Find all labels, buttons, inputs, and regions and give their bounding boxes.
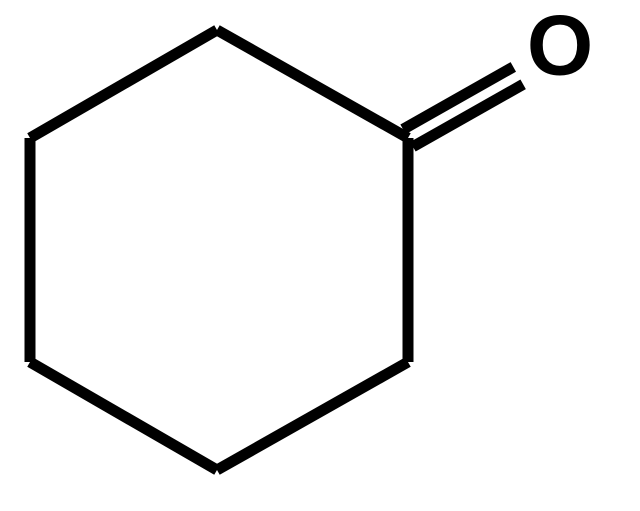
atom-label-O1: O (527, 0, 593, 94)
bond-C6-C1 (217, 30, 408, 138)
molecule-diagram: O (0, 0, 640, 511)
bond-C5-C6 (30, 30, 217, 138)
bond-C2-C3 (217, 362, 408, 470)
bond-C3-C4 (30, 362, 217, 470)
